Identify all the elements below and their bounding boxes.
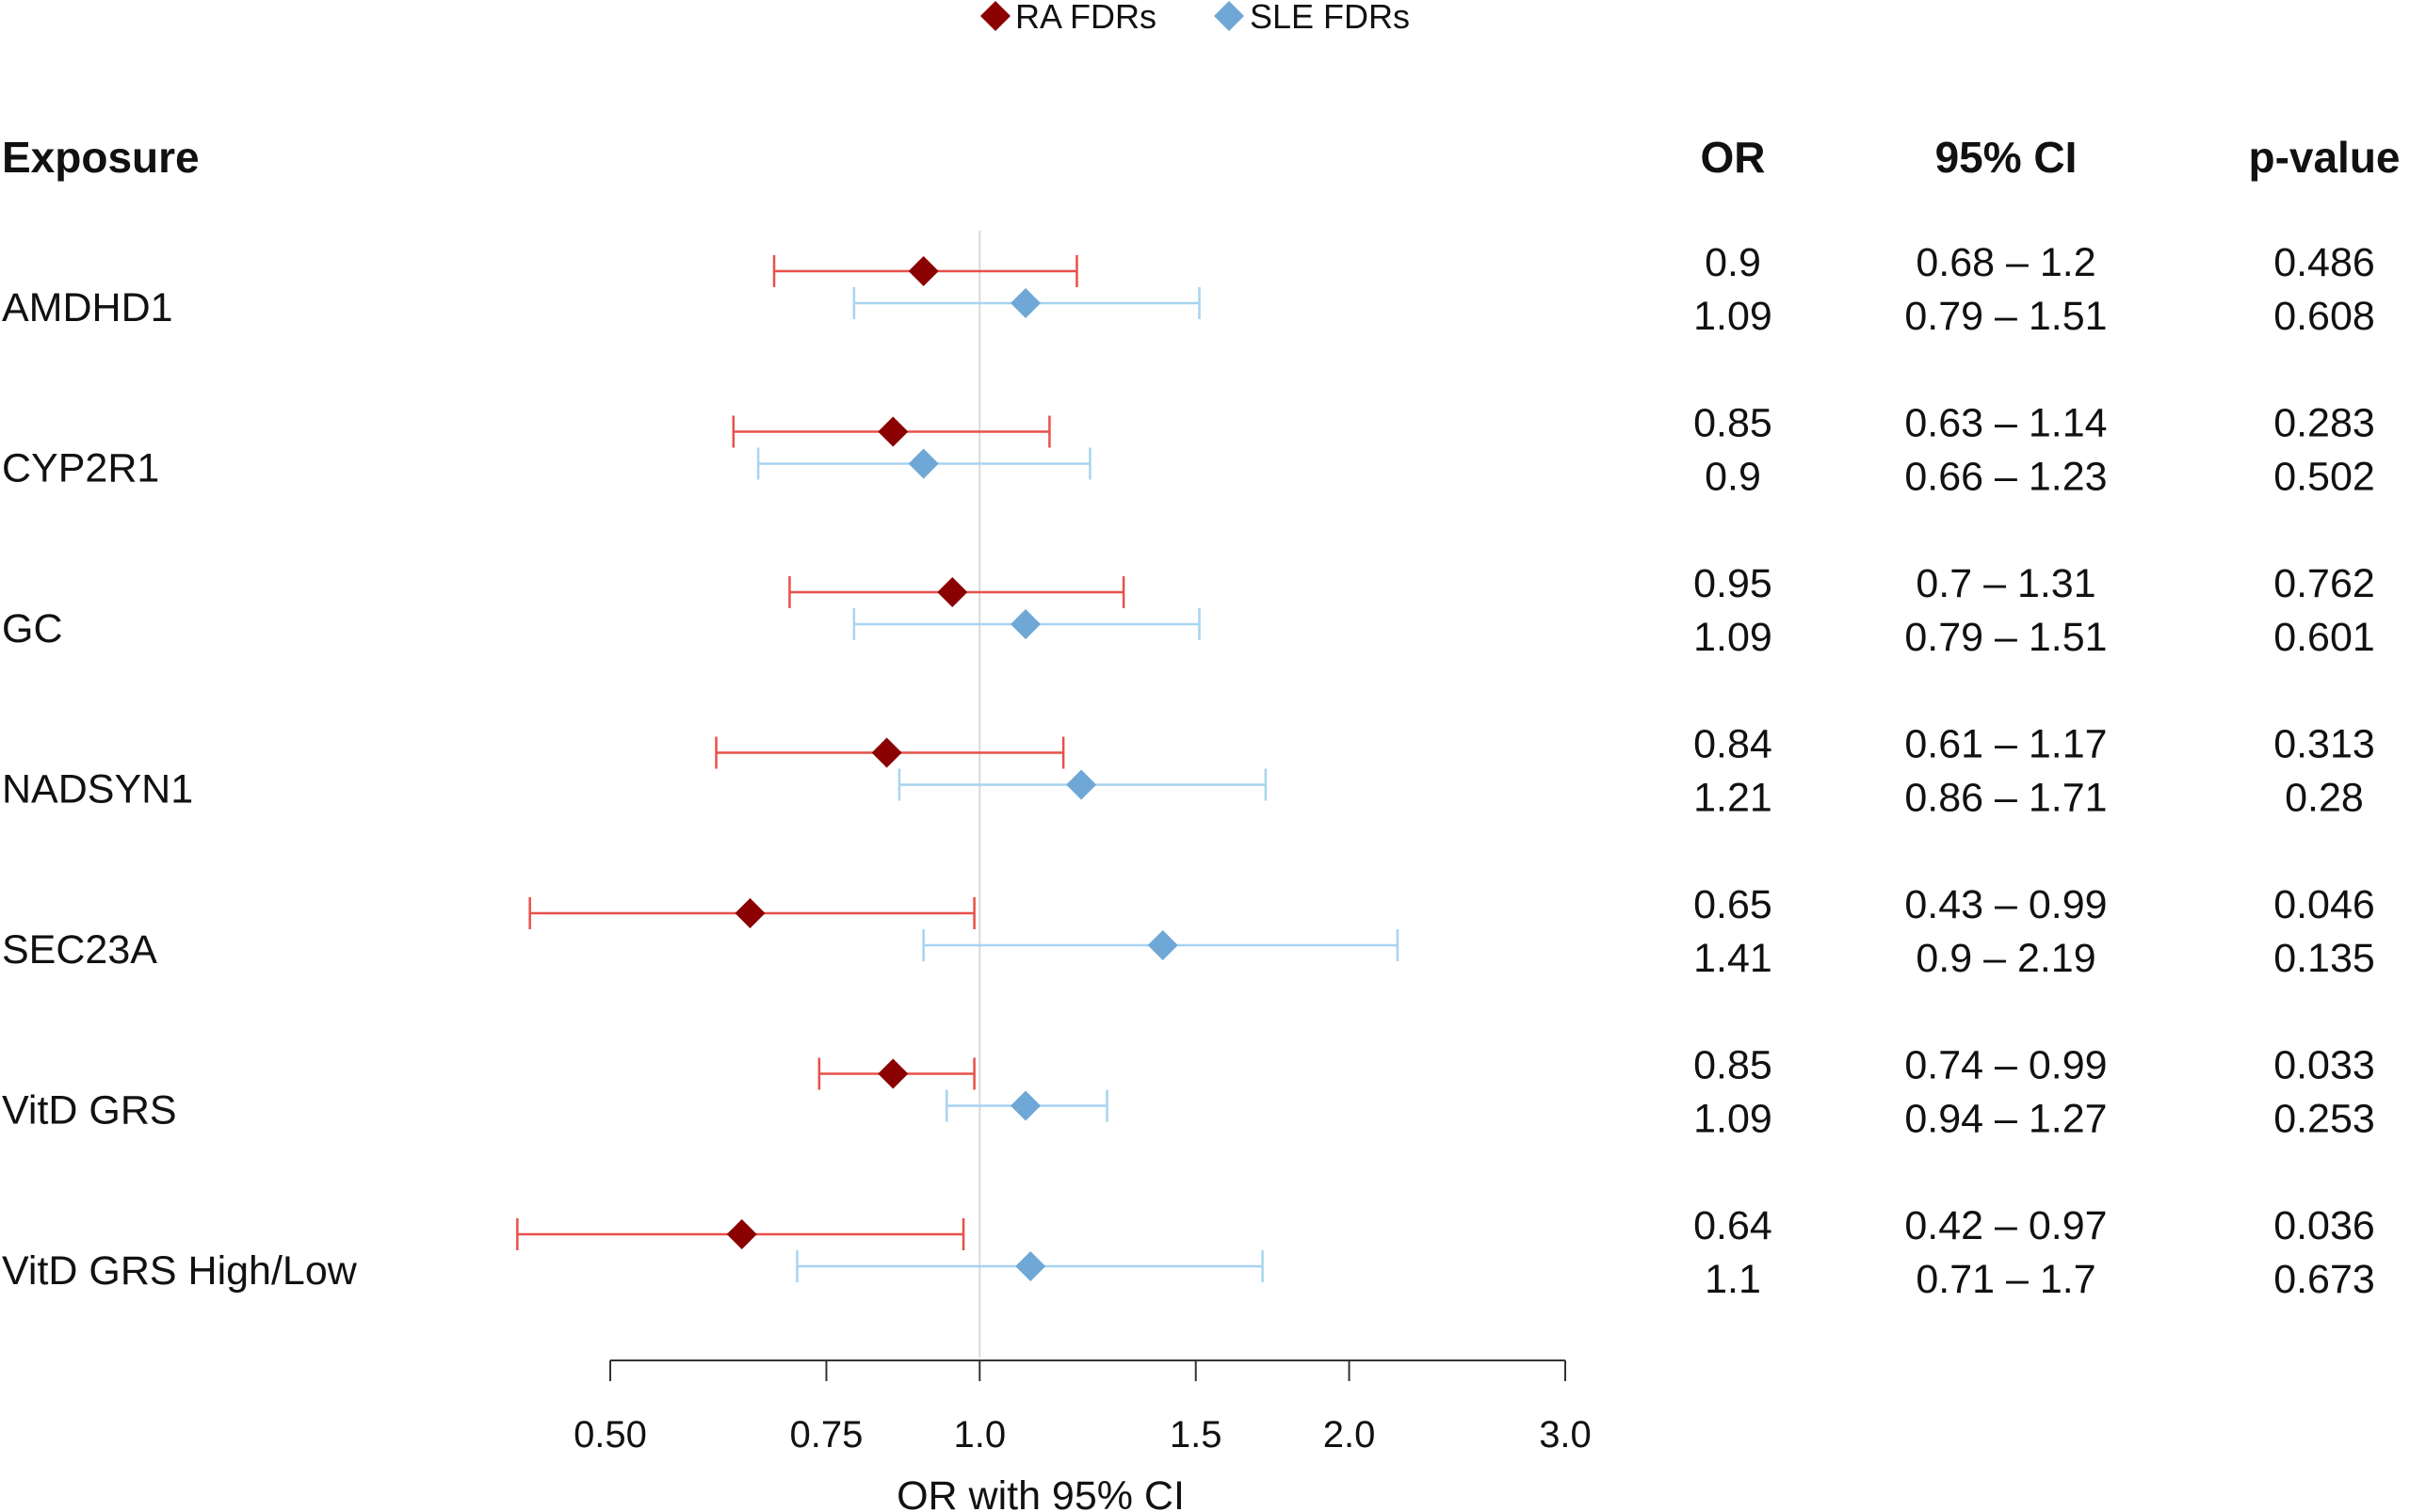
- x-axis-label: OR with 95% CI: [897, 1473, 1185, 1512]
- sle-ci-value: 0.71 – 1.7: [1916, 1257, 2095, 1302]
- x-axis-tick-label: 0.75: [790, 1414, 864, 1456]
- sle-point-estimate: [1147, 930, 1178, 960]
- forest-row: CYP2R1 0.85 0.63 – 1.14 0.283 0.9 0.66 – 1.23…: [2, 401, 2375, 500]
- ra-ci-value: 0.68 – 1.2: [1916, 240, 2095, 285]
- sle-point-estimate: [908, 448, 939, 479]
- ra-point-estimate: [878, 416, 909, 447]
- legend-marker-ra: [980, 1, 1011, 31]
- ra-p-value: 0.033: [2273, 1043, 2375, 1088]
- sle-p-value: 0.253: [2273, 1097, 2375, 1142]
- exposure-label: VitD GRS High/Low: [2, 1248, 358, 1294]
- x-axis-tick-label: 1.0: [953, 1414, 1006, 1456]
- sle-or-value: 1.09: [1693, 1097, 1772, 1142]
- sle-point-estimate: [1066, 769, 1097, 800]
- sle-p-value: 0.28: [2285, 776, 2364, 821]
- ra-or-value: 0.9: [1705, 240, 1761, 285]
- sle-point-estimate: [1011, 1090, 1042, 1121]
- ra-or-value: 0.85: [1693, 401, 1772, 446]
- ra-ci-value: 0.61 – 1.17: [1904, 722, 2107, 767]
- sle-p-value: 0.608: [2273, 294, 2375, 339]
- sle-or-value: 1.21: [1693, 776, 1772, 821]
- column-header-exposure: Exposure: [2, 133, 200, 182]
- ra-or-value: 0.65: [1693, 882, 1772, 927]
- column-header-ci: 95% CI: [1935, 133, 2078, 182]
- ra-or-value: 0.95: [1693, 561, 1772, 606]
- ra-ci-value: 0.74 – 0.99: [1904, 1043, 2107, 1088]
- forest-row: VitD GRS High/Low 0.64 0.42 – 0.97 0.036 1.1…: [2, 1203, 2375, 1302]
- ra-or-value: 0.85: [1693, 1043, 1772, 1088]
- x-axis-tick-label: 3.0: [1539, 1414, 1592, 1456]
- forest-row: AMDHD1 0.9 0.68 – 1.2 0.486 1.09 0.79 – 1.51 0…: [2, 240, 2375, 339]
- ra-point-estimate: [871, 737, 902, 768]
- forest-rows: AMDHD1 0.9 0.68 – 1.2 0.486 1.09 0.79 – 1.51 0…: [2, 240, 2375, 1302]
- sle-or-value: 1.09: [1693, 294, 1772, 339]
- ra-p-value: 0.762: [2273, 561, 2375, 606]
- sle-p-value: 0.601: [2273, 615, 2375, 660]
- exposure-label: CYP2R1: [2, 446, 159, 491]
- sle-or-value: 1.09: [1693, 615, 1772, 660]
- ra-point-estimate: [937, 577, 968, 607]
- legend: RA FDRs SLE FDRs: [980, 0, 1410, 36]
- forest-row: VitD GRS 0.85 0.74 – 0.99 0.033 1.09 0.94 – 1…: [2, 1043, 2375, 1142]
- x-axis-tick-label: 0.50: [574, 1414, 647, 1456]
- sle-or-value: 1.41: [1693, 936, 1772, 981]
- sle-point-estimate: [1011, 288, 1042, 318]
- ra-p-value: 0.283: [2273, 401, 2375, 446]
- ra-point-estimate: [908, 256, 939, 286]
- ra-ci-value: 0.7 – 1.31: [1916, 561, 2095, 606]
- ra-or-value: 0.84: [1693, 722, 1772, 767]
- exposure-label: NADSYN1: [2, 767, 193, 812]
- sle-ci-value: 0.86 – 1.71: [1904, 776, 2107, 821]
- exposure-label: VitD GRS: [2, 1088, 177, 1134]
- ra-ci-value: 0.42 – 0.97: [1904, 1203, 2107, 1248]
- x-axis-tick-label: 2.0: [1323, 1414, 1376, 1456]
- sle-point-estimate: [1015, 1251, 1046, 1281]
- sle-ci-value: 0.66 – 1.23: [1904, 455, 2107, 500]
- exposure-label: SEC23A: [2, 927, 157, 973]
- forest-row: NADSYN1 0.84 0.61 – 1.17 0.313 1.21 0.86 – 1.…: [2, 722, 2375, 821]
- sle-ci-value: 0.79 – 1.51: [1904, 615, 2107, 660]
- sle-or-value: 0.9: [1705, 455, 1761, 500]
- column-header-or: OR: [1701, 133, 1766, 182]
- ra-p-value: 0.313: [2273, 722, 2375, 767]
- x-axis: 0.50 0.75 1.0 1.5 2.0 3.0: [574, 1359, 1592, 1456]
- legend-label-ra: RA FDRs: [1015, 0, 1156, 36]
- ra-ci-value: 0.63 – 1.14: [1904, 401, 2107, 446]
- sle-ci-value: 0.94 – 1.27: [1904, 1097, 2107, 1142]
- ra-p-value: 0.036: [2273, 1203, 2375, 1248]
- sle-or-value: 1.1: [1705, 1257, 1761, 1302]
- forest-row: SEC23A 0.65 0.43 – 0.99 0.046 1.41 0.9 – 2.19…: [2, 882, 2375, 981]
- ra-point-estimate: [878, 1058, 909, 1089]
- exposure-label: GC: [2, 606, 63, 651]
- sle-p-value: 0.135: [2273, 936, 2375, 981]
- forest-row: GC 0.95 0.7 – 1.31 0.762 1.09 0.79 – 1.51 0.60…: [2, 561, 2375, 660]
- ra-point-estimate: [726, 1219, 757, 1249]
- ra-ci-value: 0.43 – 0.99: [1904, 882, 2107, 927]
- ra-or-value: 0.64: [1693, 1203, 1772, 1248]
- sle-ci-value: 0.79 – 1.51: [1904, 294, 2107, 339]
- exposure-label: AMDHD1: [2, 285, 173, 330]
- ra-p-value: 0.486: [2273, 240, 2375, 285]
- sle-p-value: 0.673: [2273, 1257, 2375, 1302]
- sle-point-estimate: [1011, 609, 1042, 639]
- sle-p-value: 0.502: [2273, 455, 2375, 500]
- x-axis-tick-label: 1.5: [1170, 1414, 1222, 1456]
- ra-point-estimate: [735, 898, 766, 928]
- legend-marker-sle: [1214, 1, 1244, 31]
- ra-p-value: 0.046: [2273, 882, 2375, 927]
- column-header-p-value: p-value: [2248, 133, 2400, 182]
- sle-ci-value: 0.9 – 2.19: [1916, 936, 2095, 981]
- legend-label-sle: SLE FDRs: [1250, 0, 1410, 36]
